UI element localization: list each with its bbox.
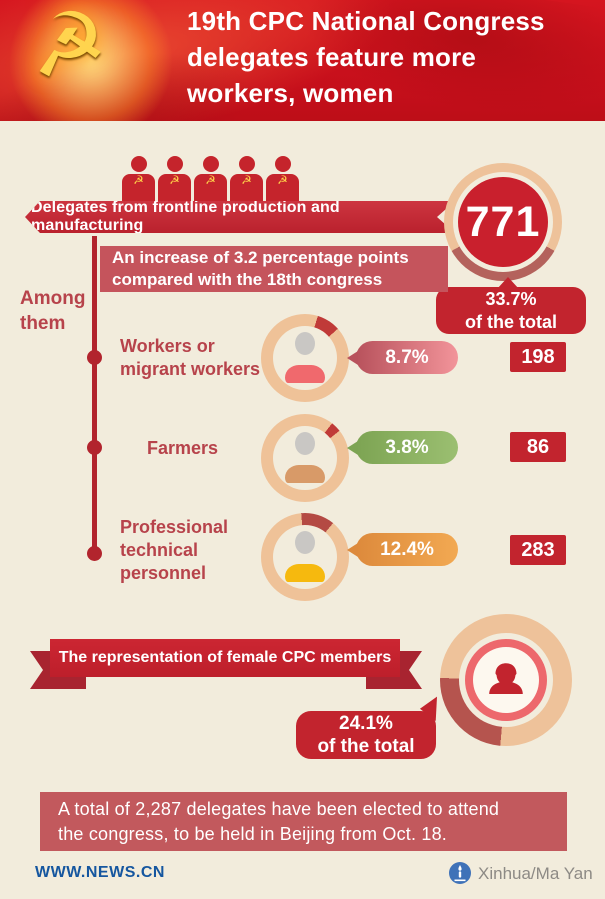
workers-percent-value: 8.7%: [385, 346, 429, 368]
delegate-icon: ☭: [122, 156, 155, 202]
page-title: 19th CPC National Congress delegates fea…: [187, 6, 545, 108]
summary-text: A total of 2,287 delegates have been ele…: [58, 798, 500, 844]
delegate-icon: ☭: [230, 156, 263, 202]
emblem-glow: [6, 0, 176, 121]
party-emblem-mini-icon: ☭: [205, 173, 216, 187]
delegate-icon: ☭: [158, 156, 191, 202]
summary-box: A total of 2,287 delegates have been ele…: [40, 792, 567, 851]
pill-tail-pointer: [347, 440, 358, 455]
delegate-icon: ☭: [266, 156, 299, 202]
donut-gap: [273, 426, 337, 490]
female-share-text: 24.1% of the total: [317, 712, 415, 757]
spine-bullet: [87, 440, 102, 455]
frontline-share-text: 33.7% of the total: [465, 289, 557, 332]
female-icon-circle: [473, 647, 539, 713]
female-share-callout: 24.1% of the total: [296, 711, 436, 759]
donut-gap: [273, 326, 337, 390]
photo-credit: Xinhua/Ma Yan: [478, 864, 593, 883]
party-emblem-mini-icon: ☭: [277, 173, 288, 187]
professional-count-box: 283: [510, 535, 566, 565]
party-emblem-icon: ☭: [25, 0, 112, 97]
frontline-banner-label: Delegates from frontline production and …: [31, 199, 340, 234]
spine-bullet: [87, 546, 102, 561]
workers-percent-pill: 8.7%: [347, 341, 458, 374]
frontline-ribbon-banner: Delegates from frontline production and …: [25, 201, 455, 233]
person-icon-body: [285, 465, 325, 483]
farmers-percent-value: 3.8%: [385, 436, 429, 458]
farmers-count-value: 86: [526, 435, 550, 458]
professional-donut-chart: [261, 513, 349, 601]
farmers-percent-pill: 3.8%: [347, 431, 458, 464]
frontline-total-circle: 771: [458, 177, 548, 267]
frontline-donut-chart: 771: [444, 163, 562, 281]
female-banner-label: The representation of female CPC members: [58, 649, 392, 666]
news-site-link[interactable]: WWW.NEWS.CN: [35, 864, 165, 881]
person-icon-head: [295, 531, 315, 554]
professional-count-value: 283: [521, 538, 555, 561]
professional-percent-pill: 12.4%: [347, 533, 458, 566]
professional-percent-value: 12.4%: [380, 538, 434, 560]
workers-count-box: 198: [510, 342, 566, 372]
female-ribbon-banner: The representation of female CPC members: [50, 639, 400, 677]
person-icon-body: [285, 365, 325, 383]
among-them-label: Among them: [20, 288, 86, 334]
person-icon-head: [295, 432, 315, 455]
increase-note-box: An increase of 3.2 percentage points com…: [100, 246, 448, 292]
delegate-icons-row: ☭ ☭ ☭ ☭ ☭: [122, 156, 299, 202]
frontline-total-value: 771: [465, 197, 541, 246]
donut-gap: [273, 525, 337, 589]
callout-pointer: [497, 277, 519, 289]
spine-line: [92, 236, 97, 555]
workers-count-value: 198: [521, 345, 555, 368]
row-label-workers: Workers or migrant workers: [120, 336, 261, 380]
xinhua-logo-icon: [449, 862, 471, 884]
workers-donut-chart: [261, 314, 349, 402]
header-banner: ☭ 19th CPC National Congress delegates f…: [0, 0, 605, 121]
person-icon-head: [295, 332, 315, 355]
party-emblem-mini-icon: ☭: [169, 173, 180, 187]
party-emblem-mini-icon: ☭: [133, 173, 144, 187]
farmers-donut-chart: [261, 414, 349, 502]
row-label-professional: Professional technical personnel: [120, 517, 229, 584]
person-icon-body: [285, 564, 325, 582]
row-label-farmers: Farmers: [147, 438, 219, 458]
pill-tail-pointer: [347, 542, 358, 557]
party-emblem-mini-icon: ☭: [241, 173, 252, 187]
spine-bullet: [87, 350, 102, 365]
increase-note-text: An increase of 3.2 percentage points com…: [112, 247, 409, 289]
female-donut-chart: [440, 614, 572, 746]
delegate-icon: ☭: [194, 156, 227, 202]
farmers-count-box: 86: [510, 432, 566, 462]
female-person-icon: [489, 663, 523, 694]
pill-tail-pointer: [347, 350, 358, 365]
frontline-share-callout: 33.7% of the total: [436, 287, 586, 334]
